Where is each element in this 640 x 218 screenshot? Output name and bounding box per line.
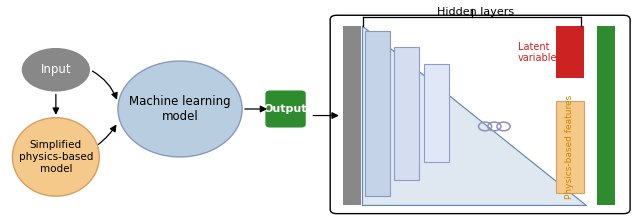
FancyBboxPatch shape <box>266 90 306 128</box>
Bar <box>556 101 584 193</box>
Bar <box>424 64 449 162</box>
Text: Output: Output <box>264 104 307 114</box>
Text: Simplified
physics-based
model: Simplified physics-based model <box>19 140 93 174</box>
Bar <box>394 47 419 180</box>
FancyBboxPatch shape <box>330 15 630 214</box>
Bar <box>365 31 390 196</box>
Text: Physics-based features: Physics-based features <box>565 95 574 199</box>
Polygon shape <box>362 26 586 205</box>
Ellipse shape <box>12 118 99 196</box>
Bar <box>556 26 584 78</box>
Ellipse shape <box>118 61 242 157</box>
Text: Output layer: Output layer <box>602 87 611 144</box>
Text: Latent
variables: Latent variables <box>518 41 563 63</box>
Ellipse shape <box>22 48 90 92</box>
Text: Machine learning
model: Machine learning model <box>129 95 231 123</box>
Bar <box>597 26 615 205</box>
Text: Input: Input <box>40 63 71 76</box>
Text: Hidden layers: Hidden layers <box>436 7 514 17</box>
Bar <box>343 26 362 205</box>
Text: Input layer: Input layer <box>348 91 356 140</box>
